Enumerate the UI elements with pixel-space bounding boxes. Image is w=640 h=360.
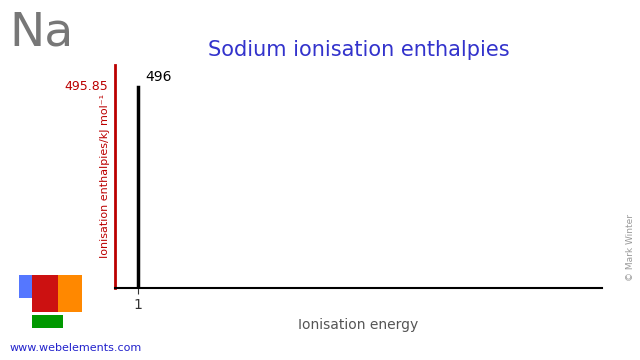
- Text: www.webelements.com: www.webelements.com: [10, 343, 142, 353]
- Title: Sodium ionisation enthalpies: Sodium ionisation enthalpies: [207, 40, 509, 60]
- Text: © Mark Winter: © Mark Winter: [626, 214, 635, 281]
- Bar: [32, 315, 63, 328]
- Bar: [32, 275, 58, 312]
- Y-axis label: Ionisation enthalpies/kJ mol⁻¹: Ionisation enthalpies/kJ mol⁻¹: [100, 94, 109, 258]
- Text: 495.85: 495.85: [65, 80, 108, 93]
- Bar: [19, 275, 32, 298]
- Text: 496: 496: [145, 69, 172, 84]
- X-axis label: Ionisation energy: Ionisation energy: [298, 318, 419, 332]
- Bar: [58, 275, 82, 312]
- Text: Na: Na: [10, 11, 74, 56]
